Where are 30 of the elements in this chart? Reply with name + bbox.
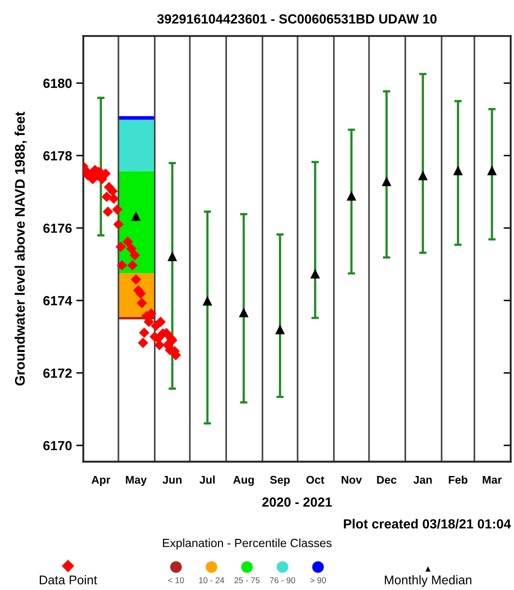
x-tick-label: Dec [377,476,396,484]
x-tick-label: Oct [306,476,324,484]
y-axis-title: Groundwater level above NAVD 1988, feet [14,112,27,386]
legend-title: Explanation - Percentile Classes [162,538,332,550]
x-tick-label: Mar [482,476,502,484]
y-tick-label: 6170 [43,440,72,450]
y-tick-label: 6178 [43,151,72,160]
x-tick-label: Jan [413,476,432,484]
y-tick-label: 6180 [43,78,72,88]
y-tick-label: 6176 [43,224,72,233]
legend-label: 76 - 90 [270,577,296,584]
text: Plot created 03/18/21 01:04 [344,518,511,529]
legend-label: < 10 [168,577,184,584]
x-tick-label: Aug [233,476,254,486]
y-tick-label: 6172 [43,368,72,378]
legend-label: 25 - 75 [234,577,260,584]
x-tick-label: Jul [200,476,215,484]
legend-label: 10 - 24 [199,577,224,584]
x-tick-label: Feb [448,476,468,484]
legend-label: Data Point [40,575,98,584]
x-tick-label: Nov [342,476,362,484]
legend-label: > 90 [310,577,326,584]
x-tick-label: Sep [270,476,290,486]
chart-title: 392916104423601 - SC00606531BD UDAW 10 [157,14,437,24]
x-tick-label: Jun [162,476,182,484]
legend-label: Monthly Median [384,575,472,587]
x-tick-label: May [126,476,147,486]
x-axis-title: 2020 - 2021 [262,497,332,507]
y-tick-label: 6174 [43,296,72,306]
x-tick-label: Apr [92,476,110,486]
